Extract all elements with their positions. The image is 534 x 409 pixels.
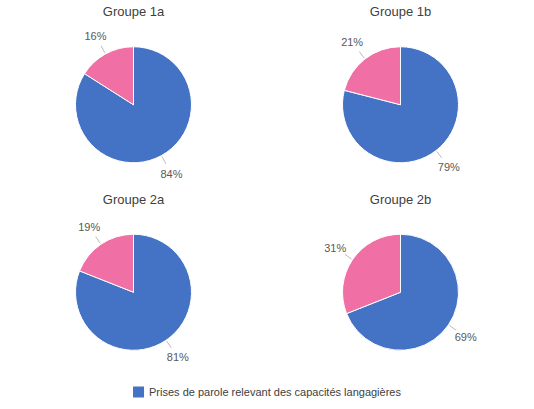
pie-slice — [75, 47, 191, 163]
leader-line — [359, 52, 364, 58]
pie-panel: Groupe 1b 79% 21% — [341, 4, 460, 173]
pie-panel: Groupe 2a 81% 19% — [76, 192, 192, 364]
pie-slice — [76, 234, 192, 350]
leader-line — [96, 237, 101, 244]
leader-line — [345, 254, 352, 259]
leader-line — [101, 46, 105, 53]
title: Groupe 1a — [103, 4, 165, 19]
data-label: 16% — [84, 30, 106, 42]
pie-slice — [85, 47, 134, 105]
pie-slice — [343, 47, 459, 163]
pie-slice — [343, 234, 401, 313]
leader-line — [162, 157, 166, 164]
title: Groupe 2a — [103, 192, 165, 207]
pie-slice — [344, 47, 400, 105]
legend: Prises de parole relevant des capacités … — [133, 386, 401, 398]
title: Groupe 2b — [370, 192, 431, 207]
data-label: 79% — [438, 161, 460, 173]
data-label: 84% — [160, 168, 182, 180]
data-label: 69% — [455, 331, 477, 343]
pie-panel: Groupe 1a 84% 16% — [75, 4, 191, 180]
title: Groupe 1b — [370, 4, 431, 19]
chart: Groupe 1a 84% 16% Groupe 1b 79% 21% Groupe 2a 8… — [0, 0, 534, 409]
leader-line — [437, 151, 442, 157]
legend-swatch — [133, 387, 144, 398]
data-label: 81% — [167, 351, 189, 363]
data-label: 21% — [341, 36, 363, 48]
legend-label: Prises de parole relevant des capacités … — [149, 386, 401, 398]
pie-panel: Groupe 2b 69% 31% — [324, 192, 477, 351]
data-label: 31% — [324, 242, 346, 254]
data-label: 19% — [78, 221, 100, 233]
leader-line — [167, 341, 172, 348]
leader-line — [449, 326, 456, 331]
pie-slice — [80, 234, 134, 292]
